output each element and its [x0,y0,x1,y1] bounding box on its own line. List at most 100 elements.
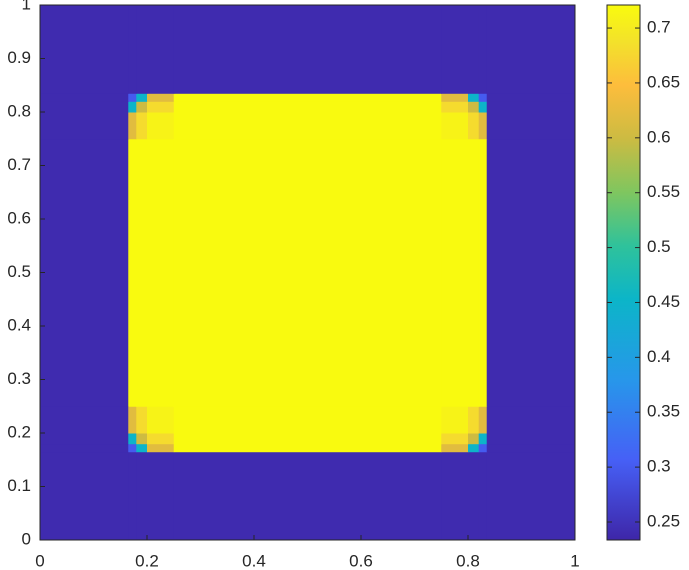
heat-cell [128,5,137,94]
heat-cell [441,138,469,407]
colorbar-tick-label: 0.3 [647,457,671,476]
heat-cell [478,5,488,94]
heat-cell [486,5,576,94]
heat-cell [441,101,469,113]
colorbar-tick-label: 0.25 [647,511,680,530]
colorbar-tick-label: 0.7 [647,18,671,37]
colorbar-tick-label: 0.6 [647,127,671,146]
x-tick-label: 1 [570,551,579,570]
heat-cell [441,5,469,94]
heat-cell [441,433,469,445]
heat-cell [173,93,442,102]
heat-cell [147,443,175,453]
x-tick-label: 0 [35,551,44,570]
heat-cell [40,5,129,94]
heat-cell [441,451,469,541]
y-tick-label: 0.1 [7,476,31,495]
heat-cell [136,101,148,113]
heat-cell [478,93,488,102]
y-tick-label: 0.3 [7,369,31,388]
heat-cell [478,433,488,445]
y-tick-label: 0.4 [7,315,31,334]
heat-cell [173,112,442,140]
heat-cell [128,93,137,102]
x-tick-label: 0.6 [349,551,373,570]
colorbar-tick-label: 0.5 [647,237,671,256]
y-tick-label: 0.7 [7,155,31,174]
heat-cell [173,5,442,94]
heat-cell [147,433,175,445]
heat-cell [478,138,488,407]
heat-cell [40,112,129,140]
heat-cell [441,93,469,102]
heat-cell [136,112,148,140]
colorbar-tick-label: 0.4 [647,347,671,366]
colorbar-tick-label: 0.55 [647,182,680,201]
heat-cell [136,443,148,453]
heat-cell [468,406,480,434]
heatmap [40,5,576,541]
y-tick-label: 0.6 [7,208,31,227]
colorbar-tick-label: 0.35 [647,402,680,421]
heat-cell [478,451,488,541]
heat-cell [468,93,480,102]
heat-cell [128,433,137,445]
heat-cell [468,451,480,541]
heat-cell [40,433,129,445]
heat-cell [486,433,576,445]
heat-cell [173,101,442,113]
y-tick-label: 0.8 [7,101,31,120]
heat-cell [478,406,488,434]
heat-cell [468,433,480,445]
heat-cell [486,93,576,102]
heat-cell [486,451,576,541]
heat-cell [128,443,137,453]
heat-cell [147,93,175,102]
heat-cell [468,443,480,453]
heat-cell [136,406,148,434]
heat-cell [136,5,148,94]
heat-cell [441,406,469,434]
heat-cell [136,451,148,541]
heat-cell [128,451,137,541]
heat-cell [40,138,129,407]
heat-cell [478,112,488,140]
heat-cell [478,443,488,453]
colorbar [606,4,641,541]
x-tick-label: 0.2 [135,551,159,570]
heat-cell [441,443,469,453]
heat-cell [173,443,442,453]
heat-cell [40,406,129,434]
heat-cell [40,101,129,113]
heat-cell [468,112,480,140]
heat-cell [128,138,137,407]
heat-cell [147,5,175,94]
heat-cell [147,451,175,541]
heat-cell [40,443,129,453]
colorbar-tick-label: 0.45 [647,292,680,311]
colorbar-tick-label: 0.65 [647,72,680,91]
heat-cell [486,112,576,140]
x-tick-label: 0.4 [242,551,266,570]
heat-cell [136,138,148,407]
heat-cell [136,433,148,445]
y-tick-label: 1 [22,0,31,13]
heat-cell [147,138,175,407]
heat-cell [173,406,442,434]
heat-cell [147,112,175,140]
y-tick-label: 0 [22,529,31,548]
heat-cell [173,433,442,445]
heat-cell [173,138,442,407]
heat-cell [128,406,137,434]
y-tick-label: 0.2 [7,422,31,441]
heat-cell [147,406,175,434]
heat-cell [128,112,137,140]
heat-cell [136,93,148,102]
heat-cell [147,101,175,113]
heat-cell [468,101,480,113]
heat-cell [478,101,488,113]
heat-cell [486,101,576,113]
y-tick-label: 0.5 [7,262,31,281]
